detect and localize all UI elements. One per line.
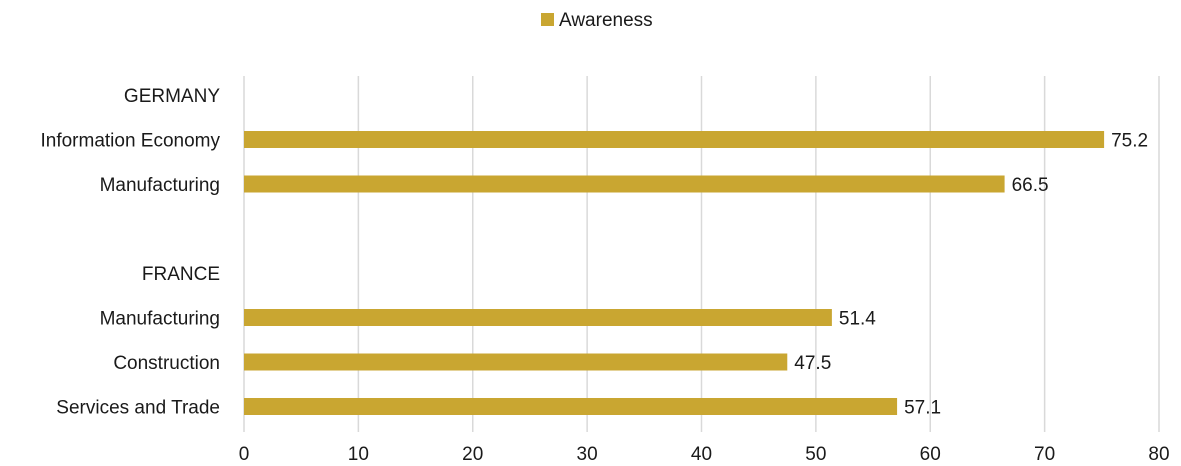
category-label: Manufacturing <box>100 175 220 196</box>
x-tick-label: 60 <box>920 444 941 465</box>
x-tick-label: 70 <box>1034 444 1055 465</box>
category-label: Services and Trade <box>56 398 220 419</box>
x-tick-label: 40 <box>691 444 712 465</box>
data-label: 66.5 <box>1012 175 1049 196</box>
data-label: 57.1 <box>904 398 941 419</box>
x-tick-label: 20 <box>462 444 483 465</box>
gridlines <box>243 76 1160 432</box>
bars <box>244 131 1105 415</box>
bar <box>244 131 1105 148</box>
legend-label-awareness: Awareness <box>559 10 653 31</box>
group-label: FRANCE <box>142 264 220 285</box>
x-tick-label: 10 <box>348 444 369 465</box>
data-label: 51.4 <box>839 309 876 330</box>
category-labels: GERMANY Information Economy Manufacturing F… <box>40 86 220 419</box>
x-tick-label: 30 <box>577 444 598 465</box>
data-labels: 75.2 66.5 51.4 47.5 57.1 <box>794 131 1148 419</box>
bar <box>244 175 1005 193</box>
bar <box>244 353 788 371</box>
legend-swatch-awareness <box>541 13 554 26</box>
group-label: GERMANY <box>124 86 220 107</box>
category-label: Information Economy <box>40 131 220 152</box>
x-tick-label: 50 <box>805 444 826 465</box>
bar <box>244 309 832 326</box>
data-label: 47.5 <box>794 353 831 374</box>
legend: Awareness <box>541 10 653 31</box>
x-tick-label: 80 <box>1148 444 1169 465</box>
category-label: Construction <box>113 353 220 374</box>
bar <box>244 398 898 415</box>
category-label: Manufacturing <box>100 309 220 330</box>
x-axis-tick-labels: 0 10 20 30 40 50 60 70 80 <box>239 444 1170 465</box>
x-tick-label: 0 <box>239 444 250 465</box>
data-label: 75.2 <box>1111 131 1148 152</box>
